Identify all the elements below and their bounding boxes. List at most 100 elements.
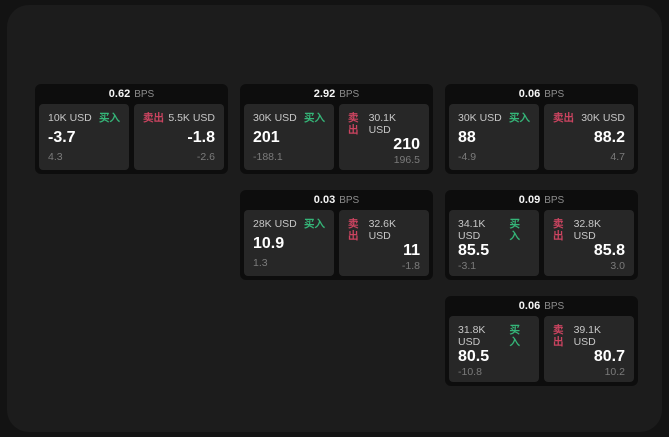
sell-tile-header: 卖出 5.5K USD: [143, 112, 215, 124]
sell-sub-value: 196.5: [393, 154, 420, 166]
sell-sub-value: 3.0: [610, 260, 625, 272]
buy-size-label: 28K USD: [253, 218, 297, 230]
sell-side-label: 卖出: [143, 112, 164, 124]
buy-side-label: 买入: [509, 218, 520, 242]
sell-price-value: -1.8: [187, 128, 215, 146]
quote-tiles: 28K USD 买入 10.9 1.3 卖出 32.6K USD 11 -1.8: [244, 210, 429, 276]
buy-tile-header: 10K USD 买入: [48, 112, 120, 124]
buy-size-label: 10K USD: [48, 112, 92, 124]
card-header: 0.09 BPS: [449, 190, 634, 210]
bps-unit-label: BPS: [544, 300, 565, 312]
buy-sub-value: -3.1: [458, 260, 477, 272]
buy-side-label: 买入: [99, 112, 120, 124]
card-header: 0.06 BPS: [449, 84, 634, 104]
buy-quote-tile[interactable]: 30K USD 买入 88 -4.9: [449, 104, 539, 170]
sell-size-label: 5.5K USD: [168, 112, 215, 124]
buy-side-label: 买入: [304, 218, 325, 230]
sell-tile-header: 卖出 39.1K USD: [553, 324, 625, 348]
bps-unit-label: BPS: [339, 194, 360, 206]
buy-quote-tile[interactable]: 31.8K USD 买入 80.5 -10.8: [449, 316, 539, 382]
buy-tile-header: 30K USD 买入: [253, 112, 325, 124]
quote-card: 2.92 BPS 30K USD 买入 201 -188.1 卖出 30.1K …: [240, 84, 433, 174]
quote-card: 0.03 BPS 28K USD 买入 10.9 1.3 卖出 32.6K US…: [240, 190, 433, 280]
quote-tiles: 31.8K USD 买入 80.5 -10.8 卖出 39.1K USD 80.…: [449, 316, 634, 382]
bps-spread-value: 2.92: [313, 88, 336, 100]
buy-price-value: 88: [458, 128, 476, 146]
sell-quote-tile[interactable]: 卖出 30K USD 88.2 4.7: [544, 104, 634, 170]
sell-sub-value: 4.7: [610, 151, 625, 163]
buy-tile-header: 31.8K USD 买入: [458, 324, 530, 348]
buy-price-value: 85.5: [458, 242, 490, 259]
buy-quote-tile[interactable]: 10K USD 买入 -3.7 4.3: [39, 104, 129, 170]
buy-size-label: 31.8K USD: [458, 324, 486, 348]
bps-spread-value: 0.03: [313, 194, 336, 206]
quote-tiles: 30K USD 买入 88 -4.9 卖出 30K USD 88.2 4.7: [449, 104, 634, 170]
quote-tiles: 30K USD 买入 201 -188.1 卖出 30.1K USD 210 1…: [244, 104, 429, 170]
sell-size-label: 30.1K USD: [368, 112, 397, 136]
buy-price-value: 201: [253, 128, 280, 146]
quote-card: 0.62 BPS 10K USD 买入 -3.7 4.3 卖出 5.5K USD…: [35, 84, 228, 174]
buy-sub-value: -4.9: [458, 151, 477, 163]
quote-card: 0.06 BPS 30K USD 买入 88 -4.9 卖出 30K USD 8…: [445, 84, 638, 174]
buy-tile-header: 28K USD 买入: [253, 218, 325, 230]
buy-side-label: 买入: [509, 324, 520, 348]
sell-size-label: 32.8K USD: [573, 218, 602, 242]
buy-sub-value: 1.3: [253, 257, 268, 269]
sell-price-value: 11: [403, 242, 420, 259]
quote-tiles: 34.1K USD 买入 85.5 -3.1 卖出 32.8K USD 85.8…: [449, 210, 634, 276]
sell-quote-tile[interactable]: 卖出 39.1K USD 80.7 10.2: [544, 316, 634, 382]
bps-unit-label: BPS: [134, 88, 155, 100]
sell-quote-tile[interactable]: 卖出 5.5K USD -1.8 -2.6: [134, 104, 224, 170]
sell-sub-value: -1.8: [401, 260, 420, 272]
buy-sub-value: -10.8: [458, 366, 482, 378]
sell-size-label: 32.6K USD: [368, 218, 397, 242]
buy-side-label: 买入: [509, 112, 530, 124]
buy-quote-tile[interactable]: 30K USD 买入 201 -188.1: [244, 104, 334, 170]
bps-spread-value: 0.09: [518, 194, 541, 206]
card-header: 0.62 BPS: [39, 84, 224, 104]
buy-sub-value: -188.1: [253, 151, 283, 163]
sell-price-value: 80.7: [593, 348, 625, 365]
sell-sub-value: 10.2: [604, 366, 625, 378]
bps-spread-value: 0.62: [108, 88, 131, 100]
card-header: 0.03 BPS: [244, 190, 429, 210]
bps-unit-label: BPS: [339, 88, 360, 100]
buy-quote-tile[interactable]: 28K USD 买入 10.9 1.3: [244, 210, 334, 276]
buy-quote-tile[interactable]: 34.1K USD 买入 85.5 -3.1: [449, 210, 539, 276]
sell-tile-header: 卖出 30.1K USD: [348, 112, 420, 136]
card-header: 2.92 BPS: [244, 84, 429, 104]
sell-quote-tile[interactable]: 卖出 32.6K USD 11 -1.8: [339, 210, 429, 276]
bps-unit-label: BPS: [544, 88, 565, 100]
sell-side-label: 卖出: [553, 324, 564, 348]
sell-size-label: 30K USD: [581, 112, 625, 124]
card-header: 0.06 BPS: [449, 296, 634, 316]
sell-side-label: 卖出: [348, 112, 359, 136]
sell-side-label: 卖出: [553, 218, 564, 242]
sell-tile-header: 卖出 32.8K USD: [553, 218, 625, 242]
cards-grid: 0.62 BPS 10K USD 买入 -3.7 4.3 卖出 5.5K USD…: [35, 84, 638, 386]
buy-sub-value: 4.3: [48, 151, 63, 163]
buy-price-value: 80.5: [458, 348, 490, 365]
quote-card: 0.06 BPS 31.8K USD 买入 80.5 -10.8 卖出 39.1…: [445, 296, 638, 386]
quotes-panel: 0.62 BPS 10K USD 买入 -3.7 4.3 卖出 5.5K USD…: [7, 5, 662, 432]
sell-quote-tile[interactable]: 卖出 30.1K USD 210 196.5: [339, 104, 429, 170]
buy-size-label: 34.1K USD: [458, 218, 486, 242]
sell-tile-header: 卖出 30K USD: [553, 112, 625, 124]
sell-tile-header: 卖出 32.6K USD: [348, 218, 420, 242]
sell-size-label: 39.1K USD: [573, 324, 602, 348]
sell-side-label: 卖出: [348, 218, 359, 242]
buy-tile-header: 30K USD 买入: [458, 112, 530, 124]
quote-card: 0.09 BPS 34.1K USD 买入 85.5 -3.1 卖出 32.8K…: [445, 190, 638, 280]
sell-price-value: 85.8: [593, 242, 625, 259]
buy-side-label: 买入: [304, 112, 325, 124]
sell-sub-value: -2.6: [196, 151, 215, 163]
buy-price-value: 10.9: [253, 234, 285, 252]
sell-price-value: 88.2: [593, 128, 625, 146]
buy-tile-header: 34.1K USD 买入: [458, 218, 530, 242]
buy-price-value: -3.7: [48, 128, 76, 146]
bps-unit-label: BPS: [544, 194, 565, 206]
bps-spread-value: 0.06: [518, 88, 541, 100]
sell-quote-tile[interactable]: 卖出 32.8K USD 85.8 3.0: [544, 210, 634, 276]
buy-size-label: 30K USD: [253, 112, 297, 124]
bps-spread-value: 0.06: [518, 300, 541, 312]
